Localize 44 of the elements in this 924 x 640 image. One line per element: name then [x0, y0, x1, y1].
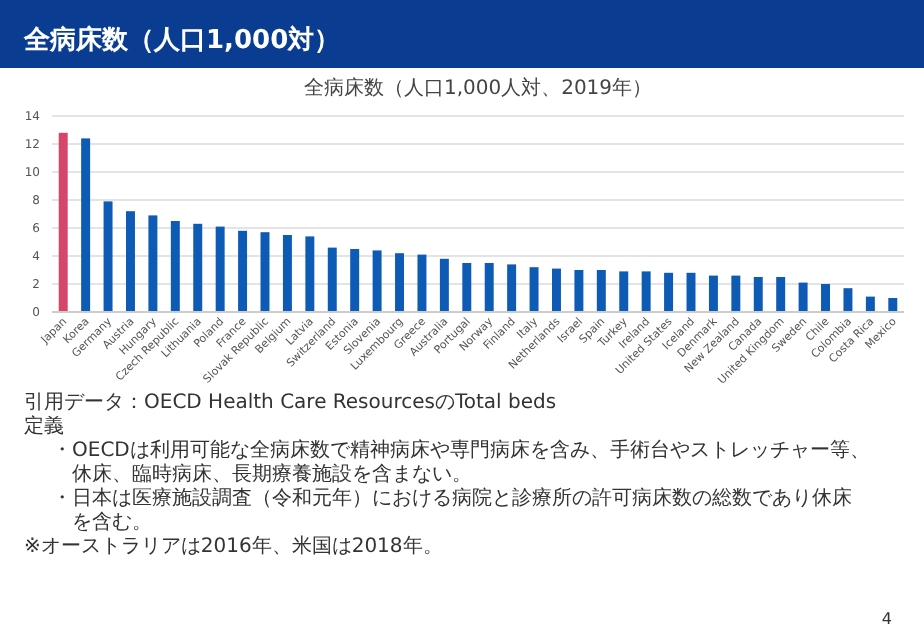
bar — [798, 282, 808, 312]
text: 定義 — [24, 414, 64, 438]
bar — [58, 132, 68, 312]
text: 引用データ：OECD Health Care ResourcesのTotal beds — [24, 392, 557, 414]
text: ※オーストラリアは2016年、米国は2018年。 — [24, 534, 443, 558]
bar — [888, 298, 898, 312]
bar — [148, 215, 158, 312]
bar — [507, 264, 517, 312]
bar — [462, 263, 472, 312]
bar — [484, 263, 494, 312]
bar — [125, 211, 135, 312]
bar — [238, 230, 248, 312]
bar — [103, 201, 113, 312]
bar — [731, 275, 741, 312]
text: ・日本は医療施設調査（令和元年）における病院と診療所の許可病床数の総数であり休床を含む。 — [52, 486, 852, 534]
bar — [664, 272, 674, 312]
bar — [551, 268, 561, 312]
bar — [81, 138, 91, 312]
text: 4 — [881, 610, 892, 628]
bar — [215, 226, 225, 312]
bar — [395, 253, 405, 312]
bar — [865, 296, 875, 312]
bar — [641, 271, 651, 312]
bar — [708, 275, 718, 312]
bar — [821, 284, 831, 312]
bar — [350, 249, 360, 312]
bar — [596, 270, 606, 312]
bar — [843, 288, 853, 312]
bar — [417, 254, 427, 312]
bar — [619, 271, 629, 312]
chart-subtitle: 全病床数（人口1,000人対、2019年） — [303, 76, 653, 100]
bar — [282, 235, 292, 312]
bar — [439, 258, 449, 312]
bar — [193, 223, 203, 312]
bar — [372, 250, 382, 312]
bar — [305, 236, 315, 312]
bar — [776, 277, 786, 312]
bar — [170, 221, 180, 312]
chart-title: 全病床数（人口1,000対） — [22, 24, 341, 56]
bar — [753, 277, 763, 312]
bar — [574, 270, 584, 312]
bar — [327, 247, 337, 312]
bar — [529, 267, 539, 312]
text: ・OECDは利用可能な全病床数で精神病床や専門病床を含み、手術台やストレッチャー等、休床、臨時病床、長期療養施設を含まない。 — [52, 438, 870, 486]
